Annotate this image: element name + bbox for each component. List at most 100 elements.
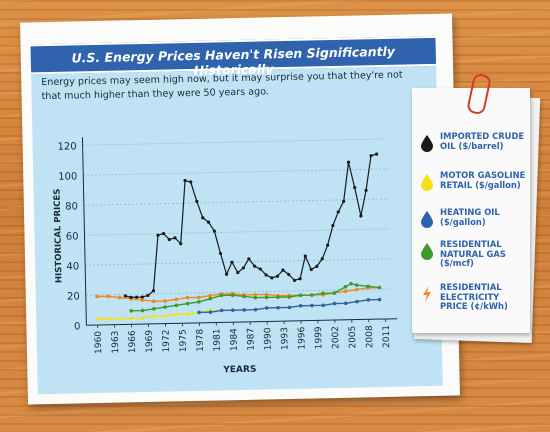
y-tick-label: 120	[57, 141, 76, 152]
data-point	[140, 308, 145, 313]
data-point	[298, 293, 303, 298]
y-tick-label: 40	[66, 261, 79, 272]
legend-label: IMPORTED CRUDE OIL ($/barrel)	[440, 131, 525, 151]
data-point	[208, 293, 212, 298]
gas-flame-icon	[421, 243, 433, 260]
infographic-card: U.S. Energy Prices Haven't Risen Signifi…	[20, 13, 460, 405]
data-point	[355, 299, 359, 304]
data-point	[241, 266, 245, 270]
data-point	[287, 295, 291, 299]
data-point	[140, 295, 144, 299]
data-point	[344, 301, 348, 306]
series-4	[95, 285, 382, 304]
x-tick-label: 1981	[212, 328, 222, 351]
data-point	[185, 301, 190, 306]
y-axis	[81, 137, 87, 326]
data-point	[354, 283, 359, 287]
data-point	[281, 268, 285, 272]
data-point	[163, 305, 167, 309]
series-line	[125, 153, 377, 298]
data-point	[253, 264, 257, 268]
x-tick-label: 1966	[128, 330, 138, 353]
data-point	[253, 307, 258, 312]
y-tick-label: 80	[65, 201, 78, 212]
x-tick-label: 1978	[195, 328, 205, 351]
data-point	[253, 292, 258, 297]
data-point	[230, 260, 234, 264]
data-point	[197, 300, 201, 304]
data-point	[346, 160, 351, 164]
data-point	[151, 289, 156, 293]
data-point	[140, 316, 145, 320]
data-point	[242, 308, 247, 312]
line-chart: 0 20 40 60 80 100 120 1960 1963 1966 1969 1972 1975 1…	[53, 137, 398, 376]
data-point	[152, 307, 156, 311]
x-axis-label: YEARS	[222, 365, 256, 376]
data-point	[129, 308, 134, 313]
data-point	[366, 284, 370, 289]
data-point	[183, 179, 187, 183]
x-tick-label: 2008	[365, 325, 375, 348]
x-tick-label: 1963	[111, 331, 121, 354]
data-point	[146, 293, 150, 298]
data-point	[258, 267, 262, 271]
data-point	[310, 303, 314, 308]
data-point	[206, 220, 211, 224]
x-tick-label: 1993	[280, 327, 290, 350]
data-point	[332, 291, 337, 295]
gas-drop-icon	[421, 174, 433, 191]
data-point	[369, 154, 373, 158]
data-point	[276, 295, 280, 300]
series-2	[197, 297, 382, 315]
data-point	[236, 270, 240, 275]
data-point	[275, 274, 280, 278]
data-point	[342, 199, 346, 203]
data-point	[298, 303, 303, 308]
data-point	[315, 264, 319, 269]
data-point	[208, 296, 212, 301]
data-point	[359, 214, 363, 218]
data-point	[129, 316, 134, 321]
data-point	[320, 257, 324, 261]
data-point	[135, 295, 139, 299]
data-point	[152, 314, 156, 319]
chart-panel: U.S. Energy Prices Haven't Risen Signifi…	[30, 35, 443, 395]
data-point	[195, 199, 199, 204]
series-line	[97, 298, 380, 320]
data-point	[264, 292, 269, 297]
data-point	[321, 291, 325, 296]
data-point	[343, 289, 348, 294]
legend-label: HEATING OIL ($/gallon)	[440, 207, 500, 227]
gridline	[83, 168, 389, 176]
x-tick-label: 2011	[382, 325, 392, 348]
oil-drop-icon	[421, 135, 433, 152]
gridline	[85, 288, 391, 296]
data-point	[336, 210, 340, 214]
data-point	[95, 317, 100, 321]
gridline	[85, 258, 391, 266]
data-point	[331, 223, 335, 228]
data-point	[174, 303, 179, 308]
data-point	[287, 272, 291, 277]
data-point	[230, 293, 235, 297]
data-point	[189, 180, 193, 184]
lightning-icon	[423, 286, 431, 302]
data-point	[218, 251, 223, 256]
data-point	[298, 277, 302, 281]
data-point	[377, 297, 382, 302]
data-point	[219, 293, 224, 298]
x-tick-label: 1987	[246, 328, 256, 351]
data-point	[374, 152, 379, 156]
data-point	[366, 298, 371, 302]
data-point	[173, 236, 177, 240]
x-tick-label: 1996	[297, 326, 307, 349]
data-point	[106, 294, 111, 299]
data-point	[303, 254, 307, 258]
data-point	[140, 298, 145, 302]
data-point	[161, 232, 166, 236]
legend-sheet: IMPORTED CRUDE OIL ($/barrel) MOTOR GASO…	[412, 88, 530, 333]
series-line	[97, 286, 380, 303]
data-point	[292, 278, 297, 282]
data-point	[287, 305, 292, 310]
x-tick-label: 1975	[179, 329, 189, 352]
